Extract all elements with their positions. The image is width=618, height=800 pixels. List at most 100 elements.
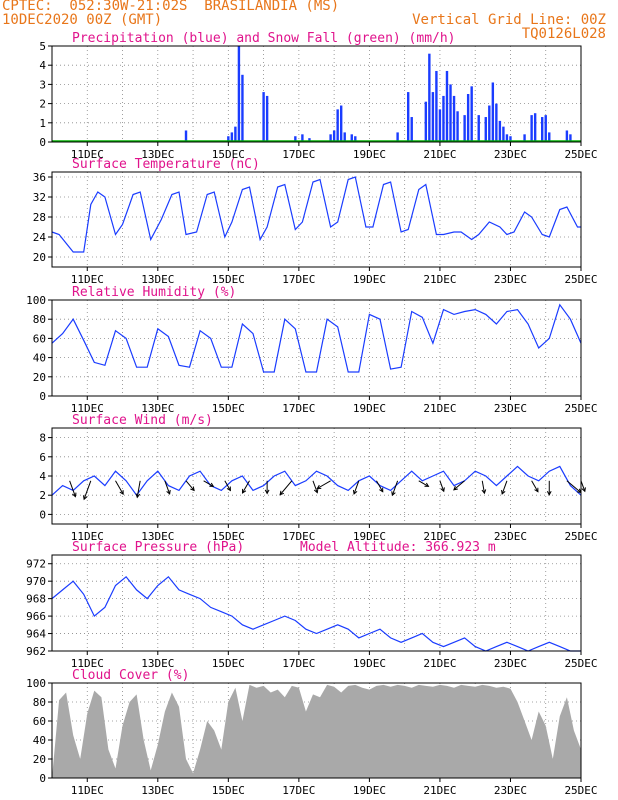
x-tick-label: 19DEC [353, 657, 386, 670]
x-tick-label: 21DEC [423, 273, 456, 286]
precip-bar [498, 120, 502, 142]
wind-arrow-head [279, 490, 285, 496]
precip-bar [530, 115, 533, 142]
y-tick-label: 4 [39, 470, 46, 483]
precip-bar [262, 92, 265, 142]
header-grid-line-note: Vertical Grid Line: 00Z [412, 12, 606, 28]
x-tick-label: 11DEC [71, 784, 104, 797]
precip-bar [435, 70, 438, 142]
precip-bar [523, 134, 526, 142]
wind-arrow-head [241, 488, 247, 494]
precip-bar [294, 136, 297, 142]
x-tick-label: 11DEC [71, 530, 104, 543]
panel-frame [51, 554, 582, 652]
precip-bar [442, 95, 445, 142]
wind-arrow-head [440, 487, 445, 493]
x-tick-label: 17DEC [282, 657, 315, 670]
series-line [51, 465, 582, 497]
y-tick-label: 36 [33, 171, 46, 184]
x-tick-label: 11DEC [71, 657, 104, 670]
precip-bar [343, 132, 346, 142]
precip-bar [463, 115, 466, 142]
wind-arrow [203, 480, 214, 487]
precip-bar [456, 111, 459, 142]
x-tick-label: 11DEC [71, 402, 104, 415]
wind-arrow [317, 480, 331, 489]
wind-arrow-head [501, 489, 506, 495]
wind-arrow-head [209, 482, 215, 487]
y-tick-label: 8 [39, 432, 46, 445]
wind-arrow-head [135, 493, 141, 499]
precip-bar [354, 136, 357, 142]
wind-arrow [580, 480, 586, 492]
precip-bar [452, 95, 456, 142]
wind-arrow-head [546, 491, 552, 496]
precip-bar [350, 134, 353, 142]
panel-frame [51, 45, 582, 143]
precip-bar [234, 126, 237, 142]
y-tick-label: 0 [39, 508, 46, 521]
precip-bar [308, 138, 311, 142]
precip-bar [544, 115, 547, 142]
wind-arrow-head [391, 491, 396, 497]
wind-arrow-head [313, 488, 319, 494]
x-tick-label: 19DEC [353, 273, 386, 286]
series-line [51, 575, 581, 652]
panel-frame [51, 682, 582, 779]
x-tick-label: 13DEC [141, 657, 174, 670]
wind-arrow [136, 480, 141, 498]
x-tick-label: 15DEC [212, 657, 245, 670]
x-tick-label: 17DEC [282, 530, 315, 543]
precip-bar [336, 109, 339, 142]
precip-bar [428, 53, 431, 142]
x-tick-label: 25DEC [564, 784, 597, 797]
precip-bar [509, 136, 512, 142]
wind-arrow [164, 480, 171, 495]
panel-title: Cloud Cover (%) [72, 668, 189, 683]
y-tick-label: 60 [33, 332, 46, 345]
panel-title: Precipitation (blue) and Snow Fall (gree… [72, 31, 456, 46]
wind-arrow [418, 480, 429, 487]
y-tick-label: 80 [33, 696, 46, 709]
y-tick-label: 6 [39, 451, 46, 464]
y-tick-label: 968 [26, 593, 46, 606]
y-tick-label: 962 [26, 645, 46, 658]
x-tick-label: 21DEC [423, 657, 456, 670]
x-tick-label: 25DEC [564, 530, 597, 543]
x-tick-label: 19DEC [353, 784, 386, 797]
precip-bar [241, 74, 244, 142]
panel-title: Surface Pressure (hPa) [72, 540, 244, 555]
wind-arrow [312, 480, 318, 493]
y-tick-label: 100 [26, 294, 46, 307]
x-tick-label: 21DEC [423, 402, 456, 415]
wind-arrow [185, 480, 195, 491]
precip-bar [265, 95, 269, 142]
panel-frame [51, 299, 582, 397]
precip-bar [438, 109, 442, 142]
x-tick-label: 23DEC [494, 530, 527, 543]
wind-arrow [531, 480, 539, 492]
precip-bar [332, 130, 336, 142]
wind-arrow [242, 480, 250, 494]
x-tick-label: 19DEC [353, 148, 386, 161]
y-tick-label: 20 [33, 251, 46, 264]
y-tick-label: 972 [26, 558, 46, 571]
y-tick-label: 0 [39, 390, 46, 403]
wind-arrow-head [264, 489, 270, 495]
precip-bar [502, 126, 505, 142]
y-tick-label: 2 [39, 98, 46, 111]
wind-arrow-head [352, 489, 358, 495]
x-tick-label: 15DEC [212, 273, 245, 286]
y-tick-label: 1 [39, 117, 46, 130]
x-tick-label: 25DEC [564, 402, 597, 415]
precip-bar [184, 130, 188, 142]
wind-arrow [481, 480, 485, 494]
wind-arrow-head [72, 492, 77, 498]
precip-bar [466, 94, 470, 142]
precip-bar [484, 117, 487, 142]
precip-bar [505, 134, 509, 142]
y-tick-label: 2 [39, 489, 46, 502]
wind-arrow-head [453, 485, 458, 491]
x-tick-label: 15DEC [212, 402, 245, 415]
